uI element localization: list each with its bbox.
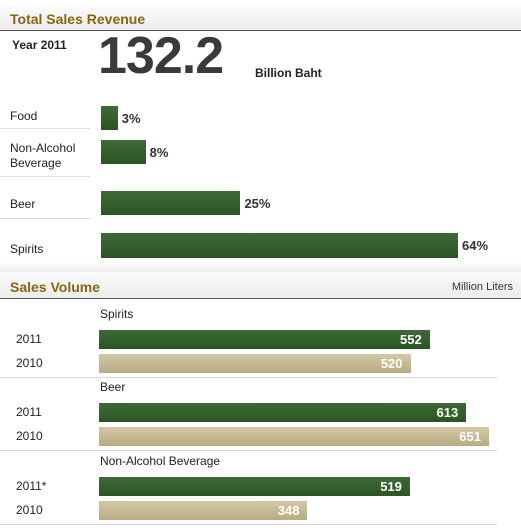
volume-bar: 348 [99, 501, 308, 520]
volume-unit-note: Million Liters [451, 281, 513, 293]
row-separator [0, 218, 90, 219]
volume-group-title: Non-Alcohol Beverage [100, 454, 221, 468]
volume-year-label: 2010 [16, 429, 43, 443]
volume-year-label: 2010 [16, 356, 43, 370]
volume-value-label: 552 [399, 332, 422, 347]
revenue-category-label: Beer [10, 197, 36, 211]
volume-value-label: 651 [459, 429, 481, 444]
revenue-total-value: 132.2 [98, 27, 224, 85]
group-separator [0, 450, 497, 451]
revenue-section-title: Total Sales Revenue [10, 11, 146, 27]
volume-year-label: 2010 [16, 503, 43, 517]
group-separator [0, 377, 497, 378]
volume-section-title: Sales Volume [10, 279, 101, 295]
row-separator [0, 176, 90, 177]
volume-bar: 552 [99, 330, 430, 349]
revenue-bar [101, 106, 118, 130]
revenue-bar [101, 140, 146, 164]
volume-value-label: 520 [380, 356, 403, 371]
volume-value-label: 613 [436, 405, 459, 420]
revenue-category-label: Spirits [10, 242, 44, 256]
revenue-category-label: Food [10, 109, 38, 123]
volume-section-header: Sales Volume Million Liters [0, 273, 521, 299]
volume-group-title: Spirits [100, 307, 134, 321]
volume-group-title: Beer [100, 380, 126, 394]
revenue-pct-label: 8% [149, 145, 169, 160]
row-separator [0, 128, 90, 129]
volume-bar: 651 [99, 427, 489, 446]
volume-bar: 519 [99, 477, 410, 496]
revenue-pct-label: 25% [244, 196, 271, 211]
revenue-bottom-fade [0, 262, 521, 272]
group-separator [0, 524, 497, 525]
revenue-pct-label: 3% [121, 111, 141, 126]
revenue-total-unit: Billion Baht [255, 66, 322, 80]
revenue-category-label: Non-Alcohol Beverage [10, 141, 76, 170]
volume-year-label: 2011 [16, 332, 42, 346]
volume-year-label: 2011* [16, 479, 47, 493]
volume-bar: 520 [99, 354, 411, 373]
revenue-bar [101, 191, 241, 215]
revenue-section-header: Total Sales Revenue [0, 5, 521, 31]
revenue-pct-label: 64% [462, 238, 489, 253]
volume-value-label: 519 [380, 479, 402, 494]
volume-bar: 613 [99, 403, 467, 422]
revenue-year-label: Year 2011 [12, 38, 67, 52]
volume-year-label: 2011 [16, 405, 42, 419]
volume-value-label: 348 [277, 503, 300, 518]
revenue-bar [101, 233, 458, 258]
